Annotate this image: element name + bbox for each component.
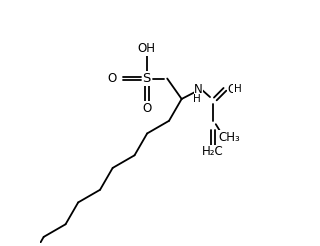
Text: H: H	[193, 94, 201, 104]
Text: CH₃: CH₃	[219, 131, 241, 144]
Text: O: O	[142, 102, 151, 115]
Text: OH: OH	[138, 42, 156, 55]
Text: H: H	[234, 84, 241, 94]
Text: S: S	[143, 72, 151, 85]
Text: N: N	[194, 83, 203, 96]
Text: O: O	[227, 83, 236, 96]
Text: H₂C: H₂C	[202, 145, 224, 158]
Text: O: O	[108, 72, 117, 85]
